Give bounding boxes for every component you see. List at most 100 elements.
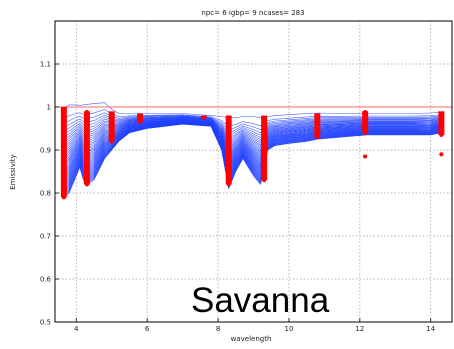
x-tick-label: 8 xyxy=(216,325,220,333)
x-axis-ticks: 4 6 8 10 12 14 xyxy=(74,318,436,333)
y-axis-label: Emissivity xyxy=(9,154,17,189)
chart-title: npc= 6 igbp= 9 ncases= 283 xyxy=(201,9,304,17)
emissivity-curve xyxy=(61,102,442,119)
sample-point xyxy=(226,156,231,161)
sample-point xyxy=(201,115,206,120)
y-tick-label: 1.1 xyxy=(40,61,51,69)
sample-point xyxy=(262,126,267,131)
sample-point xyxy=(137,114,143,119)
sample-point xyxy=(61,112,66,117)
sample-point xyxy=(137,119,143,125)
sample-point xyxy=(262,178,267,183)
sample-point xyxy=(61,128,66,133)
sample-point xyxy=(84,130,90,135)
sample-point xyxy=(262,131,267,136)
sample-point xyxy=(84,156,90,161)
sample-point xyxy=(226,146,231,151)
sample-point xyxy=(61,179,66,184)
sample-point xyxy=(84,110,90,115)
sample-point xyxy=(226,130,231,135)
sample-points xyxy=(60,107,445,200)
y-tick-label: 0.6 xyxy=(40,276,52,284)
sample-point xyxy=(109,118,114,123)
sample-point xyxy=(262,172,267,178)
sample-point xyxy=(84,146,90,151)
sample-point xyxy=(61,148,66,153)
outlier-point xyxy=(439,152,444,157)
sample-point xyxy=(363,120,368,125)
sample-point xyxy=(439,127,444,132)
land-cover-annotation: Savanna xyxy=(191,281,330,320)
sample-point xyxy=(315,114,320,119)
y-tick-label: 0.9 xyxy=(40,147,51,155)
sample-point xyxy=(315,129,320,135)
sample-point xyxy=(226,120,231,125)
sample-point xyxy=(439,132,444,138)
sample-point xyxy=(84,135,90,141)
sample-point xyxy=(61,174,66,179)
x-axis-label: wavelength xyxy=(231,335,272,343)
sample-point xyxy=(226,177,231,182)
x-tick-label: 4 xyxy=(74,325,79,333)
sample-point xyxy=(262,116,267,121)
outlier-point xyxy=(363,154,368,159)
sample-point xyxy=(363,115,368,120)
sample-point xyxy=(84,120,90,125)
sample-point xyxy=(61,164,66,169)
sample-point xyxy=(109,134,114,139)
y-axis-ticks: 0.5 0.6 0.7 0.8 0.9 1 1.1 xyxy=(40,61,59,327)
sample-point xyxy=(109,123,114,129)
sample-point xyxy=(61,133,66,138)
sample-point xyxy=(226,171,231,177)
sample-point xyxy=(226,135,231,141)
sample-point xyxy=(262,162,267,167)
sample-point xyxy=(439,122,444,127)
sample-point xyxy=(262,121,267,126)
sample-point xyxy=(84,141,90,146)
sample-point xyxy=(262,141,267,147)
sample-point xyxy=(61,138,66,143)
sample-point xyxy=(61,153,66,159)
sample-point xyxy=(61,143,66,148)
sample-point xyxy=(61,107,66,112)
plot-frame xyxy=(54,20,453,323)
sample-point xyxy=(363,110,368,115)
sample-point xyxy=(109,113,114,118)
sample-point xyxy=(84,182,90,187)
sample-point xyxy=(109,139,114,144)
sample-point xyxy=(61,122,66,128)
sample-point xyxy=(363,125,368,130)
sample-point xyxy=(226,161,231,166)
sample-point xyxy=(439,117,444,122)
sample-point xyxy=(226,115,231,120)
x-tick-label: 6 xyxy=(145,325,150,333)
sample-point xyxy=(61,117,66,122)
sample-point xyxy=(84,115,90,120)
y-tick-label: 1 xyxy=(47,104,51,112)
sample-point xyxy=(439,112,444,117)
sample-point xyxy=(226,151,231,156)
sample-point xyxy=(61,159,66,164)
sample-point xyxy=(262,157,267,162)
x-tick-label: 14 xyxy=(426,325,435,333)
sample-point xyxy=(262,136,267,141)
sample-point xyxy=(61,190,66,195)
sample-point xyxy=(84,151,90,156)
grid-lines xyxy=(55,21,452,323)
sample-point xyxy=(84,125,90,130)
sample-point xyxy=(61,184,66,190)
sample-point xyxy=(84,166,90,172)
sample-point xyxy=(84,161,90,166)
sample-point xyxy=(84,177,90,182)
sample-point xyxy=(315,124,320,129)
sample-point xyxy=(363,130,368,135)
sample-point xyxy=(226,182,231,187)
sample-point xyxy=(61,195,66,200)
sample-point xyxy=(226,141,231,146)
sample-point xyxy=(61,169,66,174)
y-tick-label: 0.8 xyxy=(40,190,51,198)
sample-point xyxy=(315,135,320,140)
y-tick-label: 0.7 xyxy=(40,233,51,241)
sample-point xyxy=(262,152,267,157)
sample-point xyxy=(226,166,231,172)
